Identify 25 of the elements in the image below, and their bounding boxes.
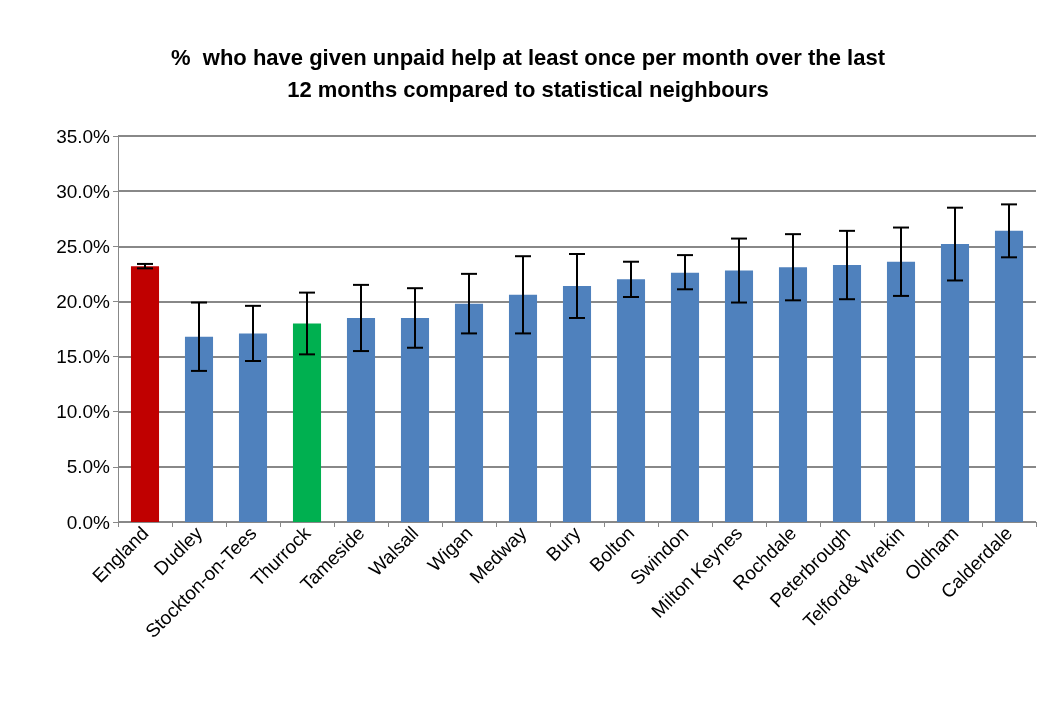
bar [940, 244, 970, 522]
y-tick-label: 30.0% [56, 180, 111, 202]
chart-title: % who have given unpaid help at least once per month over the last 12 months compared to statistical neighbours [171, 44, 886, 102]
y-tick-label: 25.0% [56, 235, 111, 257]
bar [616, 279, 646, 522]
bar [400, 317, 430, 522]
bar [994, 230, 1024, 522]
bar [454, 303, 484, 522]
y-tick-label: 15.0% [56, 346, 111, 368]
bar [670, 272, 700, 522]
bar [778, 267, 808, 522]
y-tick-label: 10.0% [56, 401, 111, 423]
bar [130, 266, 160, 522]
bar [238, 333, 268, 522]
y-tick-label: 35.0% [56, 125, 111, 147]
bar [184, 336, 214, 522]
bar [292, 323, 322, 522]
bar [886, 261, 916, 522]
bar [508, 294, 538, 522]
bar [346, 317, 376, 522]
bar [724, 270, 754, 522]
y-tick-label: 5.0% [66, 456, 111, 478]
bar [562, 285, 592, 522]
y-tick-label: 20.0% [56, 290, 111, 312]
bar [832, 265, 862, 522]
